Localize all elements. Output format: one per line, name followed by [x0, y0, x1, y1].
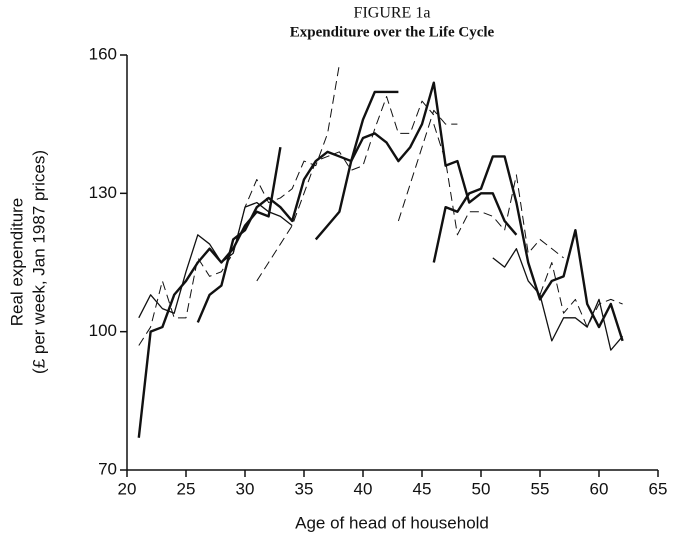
x-tick-label: 60: [590, 479, 609, 498]
series-line: [138, 64, 340, 346]
x-tick-label: 30: [236, 479, 255, 498]
y-tick-label: 130: [89, 183, 117, 202]
series-line: [492, 248, 624, 351]
y-tick-label: 70: [98, 459, 117, 478]
x-tick-label: 35: [295, 479, 314, 498]
series-line: [397, 109, 458, 222]
x-tick-label: 20: [118, 479, 137, 498]
x-tick-label: 25: [177, 479, 196, 498]
x-tick-label: 40: [354, 479, 373, 498]
x-axis-label: Age of head of household: [295, 513, 489, 532]
x-tick-label: 65: [649, 479, 668, 498]
x-tick-label: 50: [472, 479, 491, 498]
series-line: [432, 155, 624, 342]
series-line: [196, 81, 518, 323]
y-axis-label: (£ per week, Jan 1987 prices): [29, 150, 48, 374]
series-line: [256, 96, 435, 282]
chart-subtitle: Expenditure over the Life Cycle: [290, 24, 495, 40]
series-line: [138, 201, 293, 319]
series-line: [137, 147, 282, 438]
y-axis-label: Real expenditure: [7, 198, 26, 327]
y-tick-label: 100: [89, 321, 117, 340]
series-line: [433, 124, 564, 259]
y-tick-label: 160: [89, 44, 117, 63]
x-tick-label: 55: [531, 479, 550, 498]
series-line: [314, 90, 399, 241]
x-tick-label: 45: [413, 479, 432, 498]
chart-title: FIGURE 1a: [354, 5, 431, 22]
series-line: [539, 262, 623, 328]
